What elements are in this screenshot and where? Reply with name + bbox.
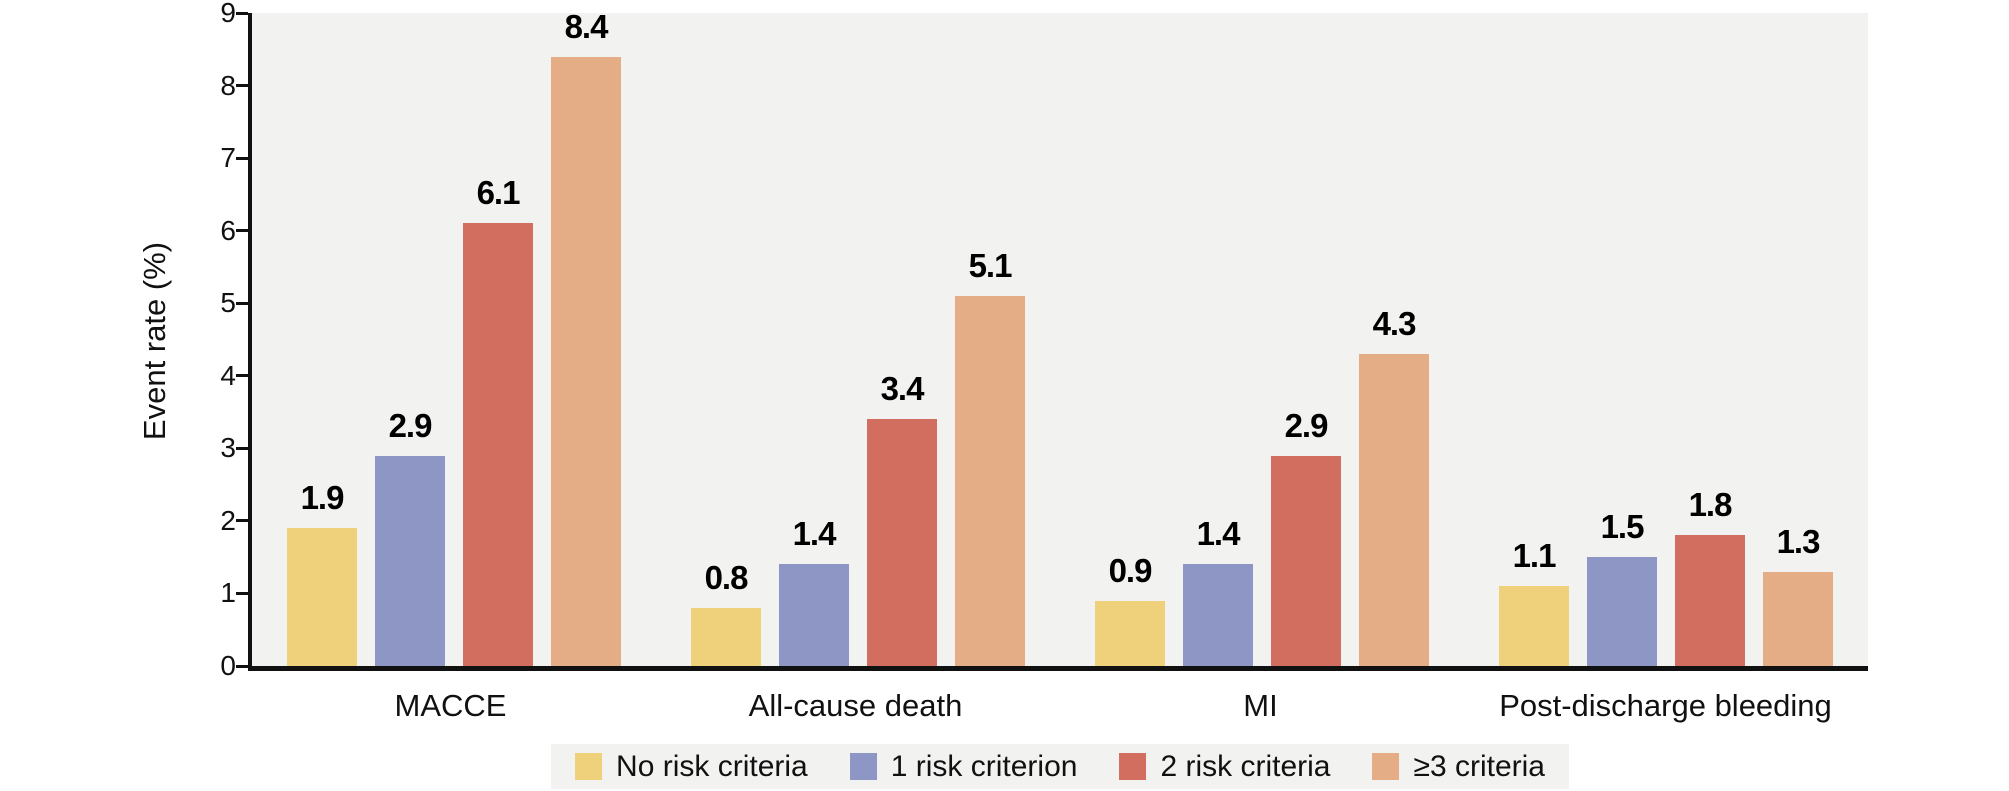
- bar-value-label: 6.1: [476, 174, 521, 212]
- bar: [1499, 586, 1569, 666]
- bar-wrap: 4.3: [1359, 305, 1429, 666]
- y-axis-tick-mark: [236, 446, 248, 450]
- y-axis-tick-label: 6: [220, 214, 236, 246]
- bar-value-label: 5.1: [968, 246, 1013, 284]
- bar-value-label: 4.3: [1372, 305, 1417, 343]
- y-axis-tick-label: 4: [220, 359, 236, 391]
- bar-value-label: 8.4: [564, 7, 609, 45]
- bar-value-label: 2.9: [1284, 406, 1329, 444]
- bar-value-label: 1.5: [1600, 508, 1645, 546]
- bar-wrap: 1.4: [1183, 515, 1253, 666]
- bar-wrap: 2.9: [1271, 407, 1341, 666]
- legend-swatch: [575, 753, 603, 780]
- legend-swatch: [849, 753, 877, 780]
- y-axis-tick-label: 9: [220, 0, 236, 28]
- legend-swatch: [1372, 753, 1400, 780]
- legend-item: ≥3 criteria: [1372, 750, 1545, 784]
- category-label: MI: [1243, 688, 1278, 723]
- y-axis-tick-label: 2: [220, 504, 236, 536]
- bar-wrap: 1.1: [1499, 537, 1569, 666]
- bar-group: 1.9 2.9 6.1 8.4: [252, 8, 656, 666]
- bar: [375, 455, 445, 666]
- bar: [955, 295, 1025, 666]
- legend-label: No risk criteria: [616, 749, 808, 783]
- bar-wrap: 5.1: [955, 247, 1025, 666]
- category-label: All-cause death: [748, 688, 963, 723]
- bar-wrap: 3.4: [867, 370, 937, 666]
- legend: No risk criteria 1 risk criterion 2 risk c…: [551, 744, 1569, 789]
- category-label: Post-discharge bleeding: [1499, 688, 1832, 723]
- bar: [1675, 535, 1745, 666]
- bar: [1359, 354, 1429, 666]
- legend-label: 1 risk criterion: [890, 749, 1078, 783]
- y-axis-tick-mark: [236, 156, 248, 160]
- bar-wrap: 1.9: [287, 479, 357, 666]
- y-axis-tick-label: 1: [220, 577, 236, 609]
- bar-value-label: 1.8: [1688, 486, 1733, 524]
- bar: [1587, 557, 1657, 666]
- bar-wrap: 2.9: [375, 407, 445, 666]
- bar-group: 1.1 1.5 1.8 1.3: [1464, 13, 1868, 666]
- bar-wrap: 1.3: [1763, 523, 1833, 666]
- y-axis-tick-mark: [236, 664, 248, 668]
- legend-swatch: [1119, 753, 1147, 780]
- legend-label: ≥3 criteria: [1413, 749, 1545, 783]
- bar: [1183, 564, 1253, 666]
- y-axis-tick-label: 7: [220, 142, 236, 174]
- bar-value-label: 1.3: [1776, 522, 1821, 560]
- bar: [1271, 455, 1341, 666]
- y-axis-tick-label: 3: [220, 432, 236, 464]
- bar: [779, 564, 849, 666]
- y-axis-tick-mark: [236, 519, 248, 523]
- y-axis-title: Event rate (%): [137, 241, 172, 441]
- legend-item: 2 risk criteria: [1119, 750, 1330, 784]
- bar-value-label: 1.1: [1512, 537, 1557, 575]
- bar-wrap: 1.5: [1587, 508, 1657, 666]
- y-axis-tick-label: 8: [220, 69, 236, 101]
- category-label: MACCE: [394, 688, 507, 723]
- bar-value-label: 1.9: [300, 479, 345, 517]
- bar-wrap: 6.1: [463, 174, 533, 666]
- bar-value-label: 1.4: [1196, 515, 1241, 553]
- bar-wrap: 0.9: [1095, 552, 1165, 666]
- bar-value-label: 3.4: [880, 370, 925, 408]
- bar-value-label: 1.4: [792, 515, 837, 553]
- legend-item: No risk criteria: [575, 750, 808, 784]
- bar: [1763, 571, 1833, 666]
- y-axis-tick-mark: [236, 301, 248, 305]
- bar: [1095, 600, 1165, 666]
- bar-value-label: 0.9: [1108, 551, 1153, 589]
- bar-wrap: 8.4: [551, 8, 621, 666]
- bar: [867, 419, 937, 666]
- y-axis-tick-mark: [236, 84, 248, 88]
- bar-value-label: 0.8: [704, 558, 749, 596]
- y-axis-tick-label: 5: [220, 287, 236, 319]
- legend-item: 1 risk criterion: [849, 749, 1078, 784]
- bar: [463, 223, 533, 666]
- plot-area: 1.9 2.9 6.1 8.4 0.8 1.4 3.4 5.1 0.9 1.4 2.9 4.3 1.1 1…: [248, 8, 1868, 671]
- bar-wrap: 1.8: [1675, 486, 1745, 666]
- y-axis-tick-mark: [236, 591, 248, 595]
- bar: [287, 528, 357, 666]
- y-axis-tick-mark: [236, 374, 248, 378]
- bar-group: 0.9 1.4 2.9 4.3: [1060, 13, 1464, 666]
- y-axis-tick-mark: [236, 11, 248, 15]
- bar: [551, 56, 621, 666]
- bar-wrap: 0.8: [691, 559, 761, 666]
- x-axis-category-labels: MACCE All-cause death MI Post-discharge ble…: [248, 688, 1868, 728]
- bar-value-label: 2.9: [388, 406, 433, 444]
- bar-wrap: 1.4: [779, 515, 849, 666]
- legend-label: 2 risk criteria: [1160, 749, 1331, 783]
- bar: [691, 607, 761, 666]
- bar-group: 0.8 1.4 3.4 5.1: [656, 13, 1060, 666]
- y-axis-tick-label: 0: [220, 650, 236, 681]
- y-axis-tick-mark: [236, 229, 248, 233]
